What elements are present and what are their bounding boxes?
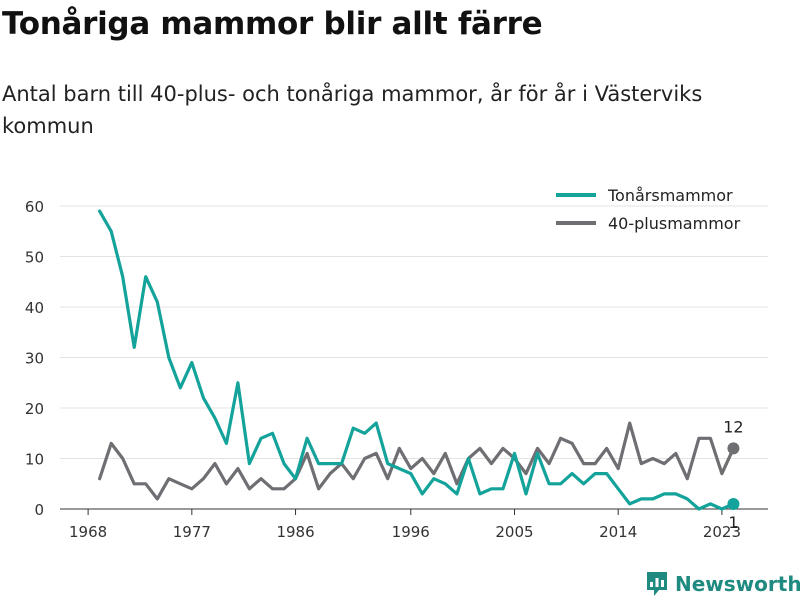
x-tick-label: 2005: [495, 523, 533, 541]
x-tick-label: 2023: [703, 523, 741, 541]
chart-subtitle: Antal barn till 40-plus- och tonåriga ma…: [2, 82, 703, 138]
legend-label: Tonårsmammor: [607, 186, 733, 205]
series-line-tonarsmammor: [97, 209, 736, 511]
y-tick-label: 40: [25, 299, 44, 317]
end-marker-tonarsmammor: [727, 497, 740, 510]
x-tick-label: 2014: [599, 523, 637, 541]
end-value-label: 1: [728, 513, 738, 532]
x-tick-label: 1977: [173, 523, 211, 541]
y-tick-label: 60: [25, 198, 44, 216]
chart-title: Tonåriga mammor blir allt färre: [2, 6, 543, 42]
end-markers: 1 12: [723, 417, 743, 532]
legend-label: 40-plusmammor: [608, 214, 741, 233]
legend: Tonårsmammor 40-plusmammor: [556, 186, 741, 233]
end-value-label: 12: [723, 417, 743, 436]
x-tick-label: 1996: [392, 523, 430, 541]
series-line-40-plusmammor: [97, 421, 736, 501]
y-tick-label: 20: [25, 400, 44, 418]
grid-lines: [60, 205, 768, 459]
newsworthy-logo-icon: [647, 572, 667, 596]
y-tick-label: 50: [25, 249, 44, 267]
end-marker-40-plusmammor: [727, 442, 740, 455]
y-axis: 0 10 20 30 40 50 60: [25, 198, 44, 519]
x-tick-label: 1986: [276, 523, 314, 541]
y-tick-label: 0: [34, 501, 44, 519]
brand-name: Newsworthy: [675, 572, 800, 596]
x-axis: 1968 1977 1986 1996 2005 2014 2023: [60, 508, 768, 541]
newsworthy-logo: Newsworthy: [645, 570, 800, 598]
y-tick-label: 30: [25, 350, 44, 368]
series-lines: [97, 209, 736, 511]
x-tick-label: 1968: [69, 523, 107, 541]
y-tick-label: 10: [25, 451, 44, 469]
